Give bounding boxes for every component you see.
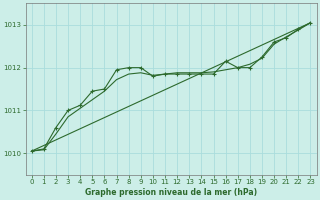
X-axis label: Graphe pression niveau de la mer (hPa): Graphe pression niveau de la mer (hPa) (85, 188, 257, 197)
